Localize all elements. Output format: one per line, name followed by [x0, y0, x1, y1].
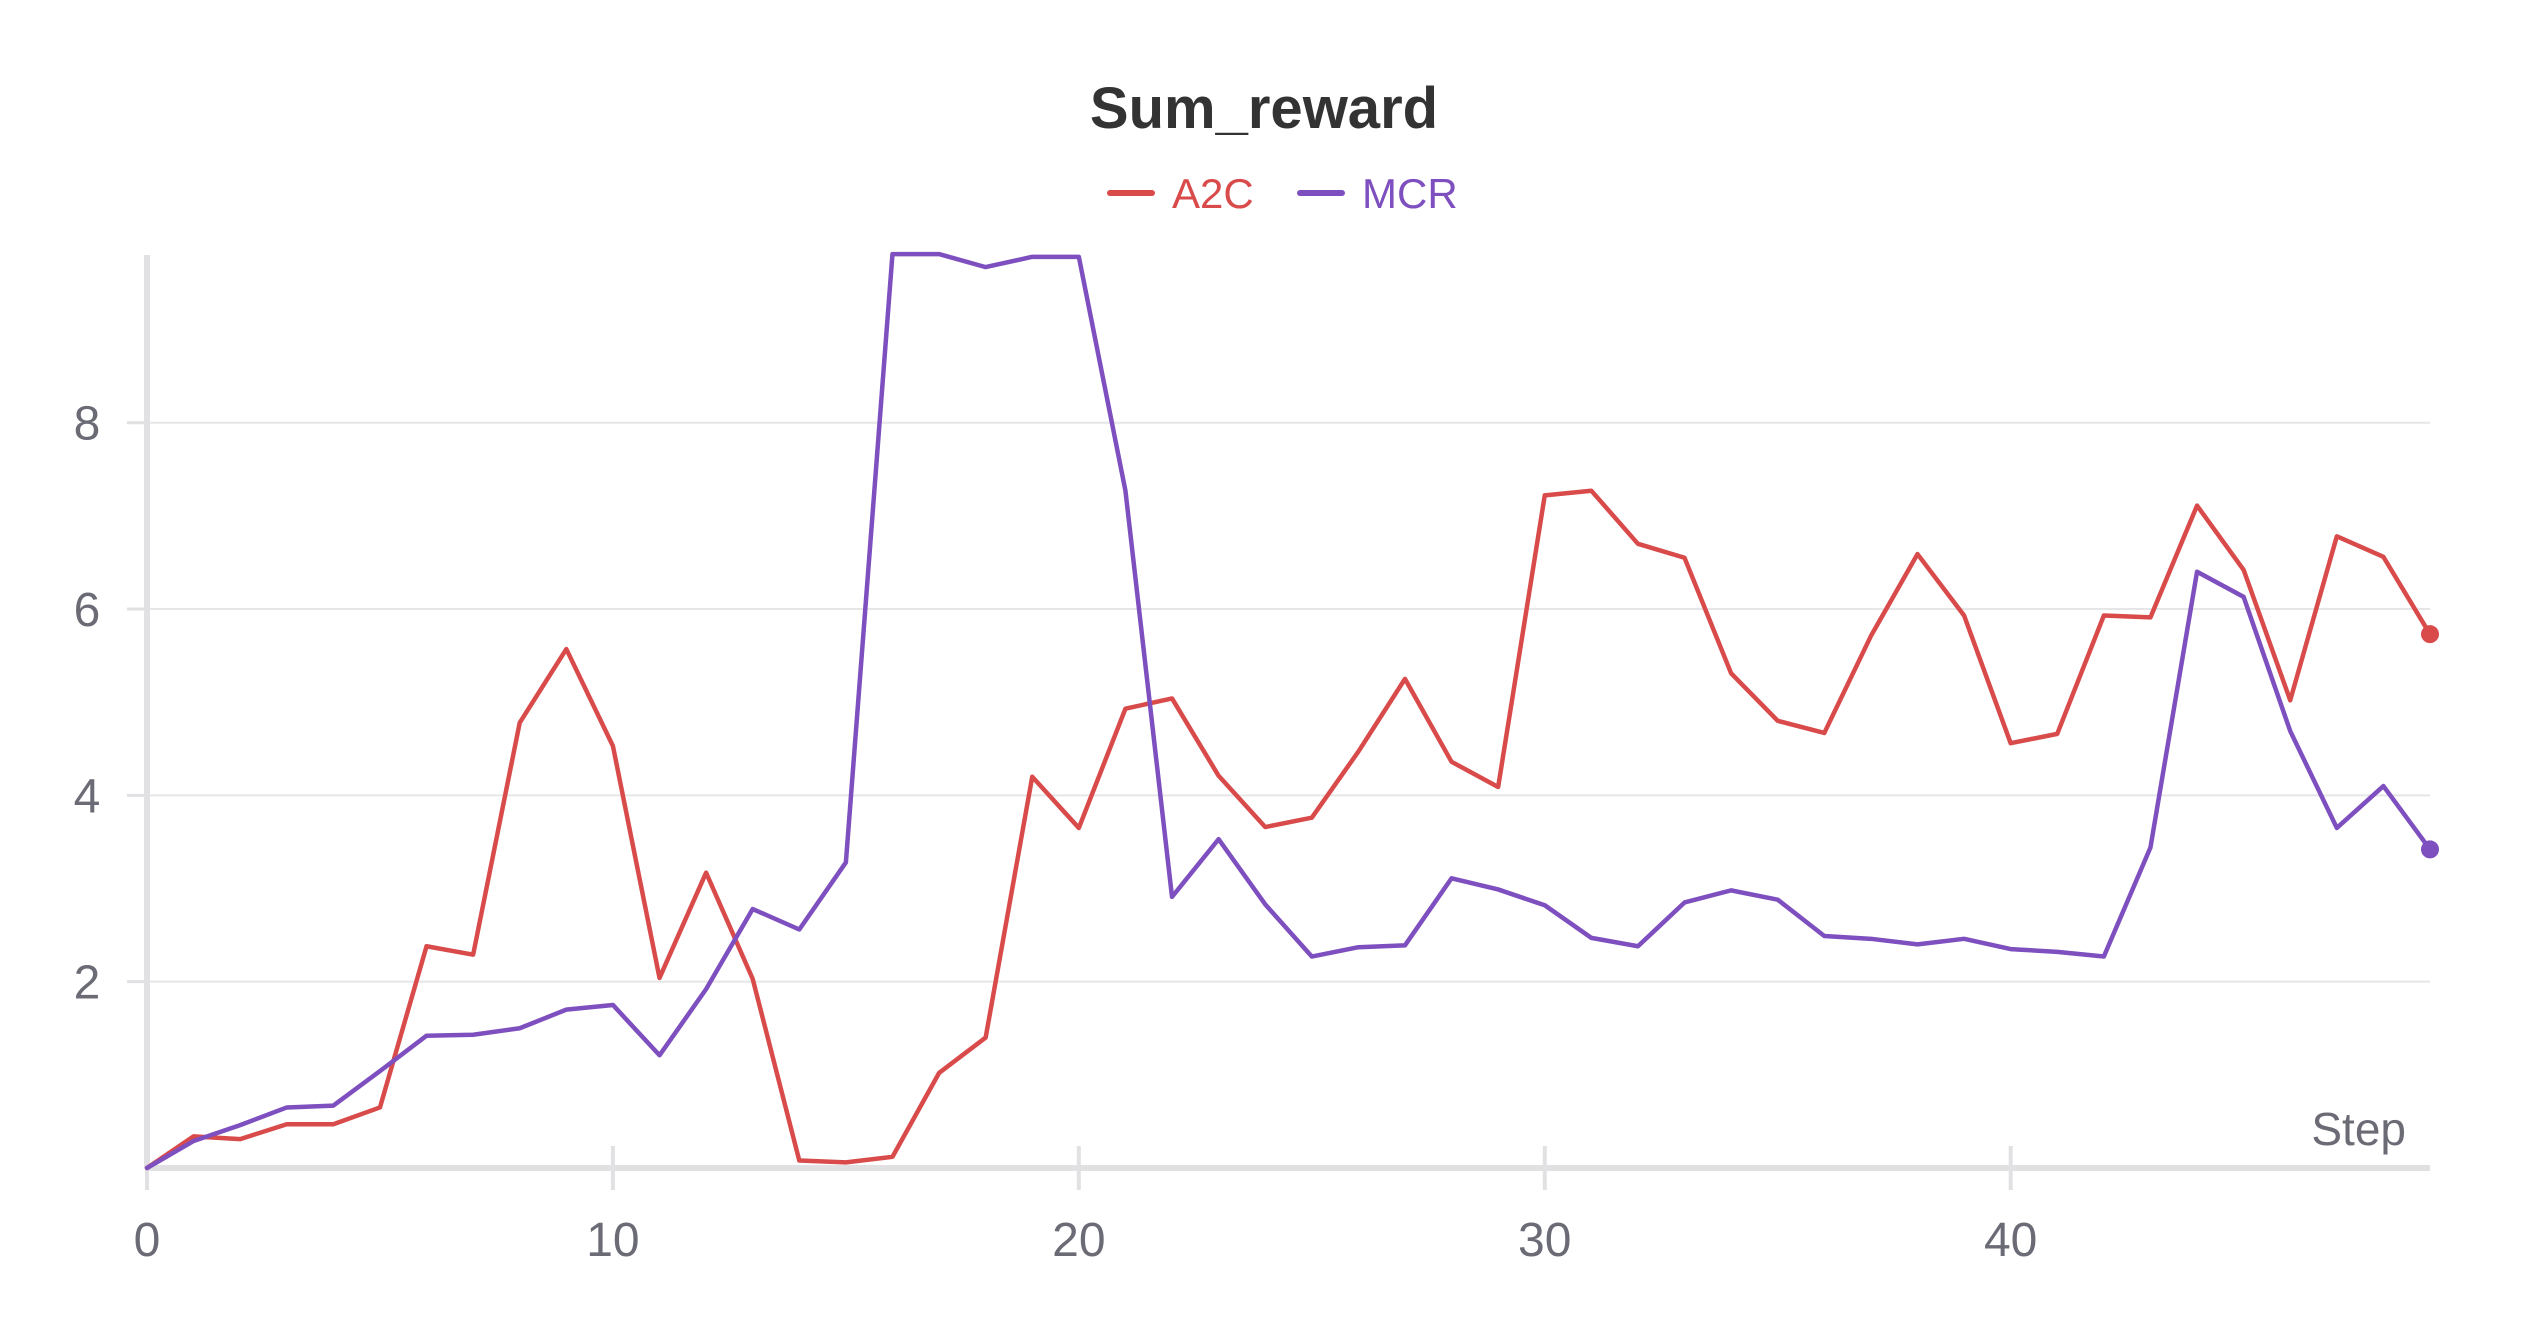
series-end-point-a2c	[2421, 625, 2439, 644]
series-lines	[144, 251, 2433, 1171]
x-tick-label: 40	[1984, 1214, 2037, 1267]
x-tick-label: 10	[586, 1214, 639, 1267]
y-tick-label: 4	[74, 770, 101, 823]
chart-title: Sum_reward	[1090, 76, 1438, 141]
series-end-points	[2421, 625, 2439, 859]
axes	[127, 255, 2430, 1190]
x-tick-label: 0	[134, 1214, 161, 1267]
grid-lines	[147, 421, 2430, 983]
series-end-point-mcr	[2421, 840, 2439, 859]
y-tick-label: 2	[74, 957, 101, 1010]
y-tick-label: 6	[74, 584, 101, 637]
tick-labels: 2 4 6 8 0 10 20 30 40	[74, 398, 2038, 1267]
legend-label-mcr: MCR	[1362, 170, 1458, 217]
x-tick-label: 30	[1518, 1214, 1571, 1267]
legend: A2C MCR	[1107, 170, 1458, 217]
y-tick-label: 8	[74, 398, 101, 451]
series-line-a2c	[144, 488, 2433, 1171]
series-line-mcr	[144, 251, 2433, 1171]
legend-label-a2c: A2C	[1172, 170, 1254, 217]
x-tick-label: 20	[1052, 1214, 1105, 1267]
x-axis-label: Step	[2311, 1103, 2406, 1155]
